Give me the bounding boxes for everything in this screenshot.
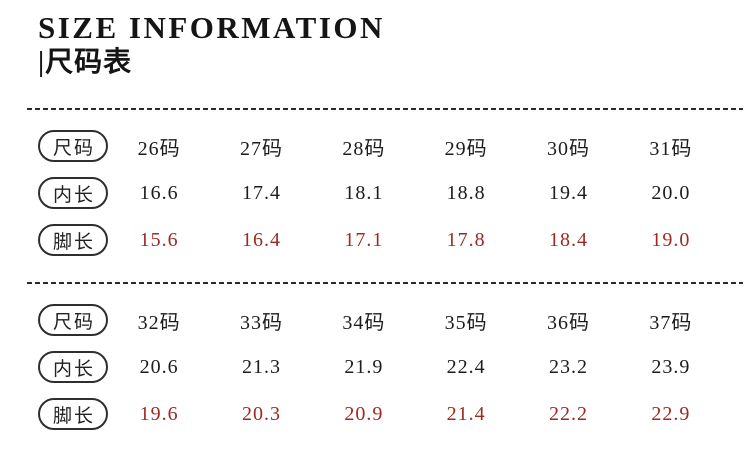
foot-length-cell: 20.3 xyxy=(241,402,281,425)
inner-length-cell: 20.0 xyxy=(651,181,691,204)
size-cell: 35码 xyxy=(444,311,488,334)
size-cell: 28码 xyxy=(342,137,386,160)
foot-length-cell: 19.6 xyxy=(139,402,179,425)
foot-length-cell: 22.9 xyxy=(651,402,691,425)
size-row: 尺码 26码 27码 28码 29码 30码 31码 xyxy=(38,130,722,162)
row-label-size: 尺码 xyxy=(38,130,108,162)
row-label-foot-length: 脚长 xyxy=(38,398,108,430)
size-cell: 33码 xyxy=(239,311,283,334)
foot-length-cell: 19.0 xyxy=(651,228,691,251)
inner-length-cell: 23.9 xyxy=(651,355,691,378)
inner-length-cell: 17.4 xyxy=(241,181,281,204)
size-cell: 36码 xyxy=(546,311,590,334)
size-cell: 29码 xyxy=(444,137,488,160)
foot-length-cell: 22.2 xyxy=(548,402,588,425)
size-cell: 30码 xyxy=(546,137,590,160)
inner-length-cell: 18.8 xyxy=(446,181,486,204)
inner-length-row: 内长 16.6 17.4 18.1 18.8 19.4 20.0 xyxy=(38,177,722,209)
foot-length-cell: 21.4 xyxy=(446,402,486,425)
dashed-divider-middle xyxy=(27,282,743,284)
foot-length-cell: 20.9 xyxy=(344,402,384,425)
size-cell: 34码 xyxy=(342,311,386,334)
row-label-foot-length: 脚长 xyxy=(38,224,108,256)
header: SIZE INFORMATION |尺码表 xyxy=(0,0,750,80)
foot-length-cell: 16.4 xyxy=(241,228,281,251)
size-table-section-2: 尺码 32码 33码 34码 35码 36码 37码 内长 20.6 21.3 … xyxy=(0,304,750,430)
inner-length-row: 内长 20.6 21.3 21.9 22.4 23.2 23.9 xyxy=(38,351,722,383)
size-cell: 31码 xyxy=(649,137,693,160)
size-cell: 27码 xyxy=(239,137,283,160)
dashed-divider-top xyxy=(27,108,743,110)
inner-length-cell: 16.6 xyxy=(139,181,179,204)
size-table-section-1: 尺码 26码 27码 28码 29码 30码 31码 内长 16.6 17.4 … xyxy=(0,130,750,256)
foot-length-cell: 15.6 xyxy=(139,228,179,251)
inner-length-cell: 23.2 xyxy=(548,355,588,378)
size-cell: 32码 xyxy=(137,311,181,334)
foot-length-cell: 17.1 xyxy=(344,228,384,251)
inner-length-cell: 20.6 xyxy=(139,355,179,378)
row-label-size: 尺码 xyxy=(38,304,108,336)
foot-length-row: 脚长 19.6 20.3 20.9 21.4 22.2 22.9 xyxy=(38,398,722,430)
inner-length-cell: 22.4 xyxy=(446,355,486,378)
size-cell: 37码 xyxy=(649,311,693,334)
row-label-inner-length: 内长 xyxy=(38,177,108,209)
foot-length-cell: 18.4 xyxy=(548,228,588,251)
page-title: SIZE INFORMATION xyxy=(38,10,385,45)
foot-length-cell: 17.8 xyxy=(446,228,486,251)
inner-length-cell: 21.3 xyxy=(241,355,281,378)
inner-length-cell: 21.9 xyxy=(344,355,384,378)
row-label-inner-length: 内长 xyxy=(38,351,108,383)
size-cell: 26码 xyxy=(137,137,181,160)
size-row: 尺码 32码 33码 34码 35码 36码 37码 xyxy=(38,304,722,336)
inner-length-cell: 19.4 xyxy=(548,181,588,204)
foot-length-row: 脚长 15.6 16.4 17.1 17.8 18.4 19.0 xyxy=(38,224,722,256)
page-subtitle: |尺码表 xyxy=(38,47,133,78)
inner-length-cell: 18.1 xyxy=(344,181,384,204)
